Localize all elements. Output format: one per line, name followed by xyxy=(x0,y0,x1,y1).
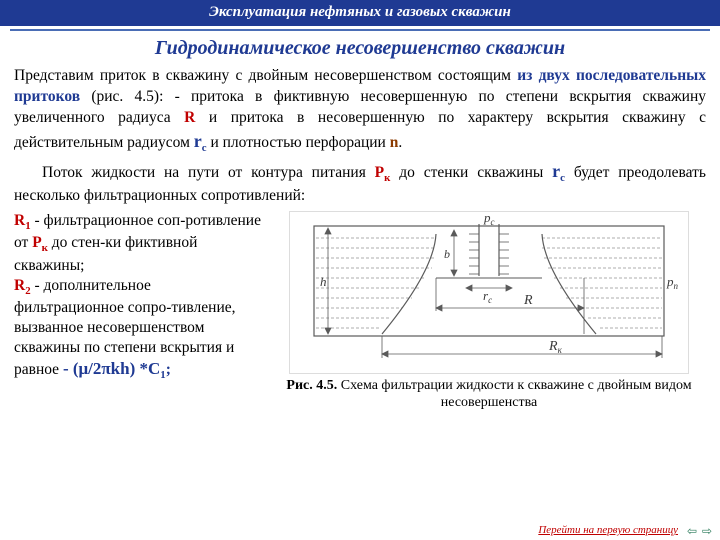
label-h: h xyxy=(320,274,327,289)
nav-arrows: ⇦ ⇨ xyxy=(685,524,714,538)
figure-caption: Рис. 4.5. Схема фильтрации жидкости к ск… xyxy=(272,378,706,412)
next-arrow-icon[interactable]: ⇨ xyxy=(700,524,714,538)
prev-arrow-icon[interactable]: ⇦ xyxy=(685,524,699,538)
page-subtitle: Гидродинамическое несовершенство скважин xyxy=(0,37,720,60)
content-block: Представим приток в скважину с двойным н… xyxy=(0,66,720,207)
right-column: rс R Rк xyxy=(272,211,706,412)
label-pn: pп xyxy=(666,274,679,291)
label-rc: rс xyxy=(483,288,492,305)
figure-4-5: rс R Rк xyxy=(289,211,689,374)
header-title: Эксплуатация нефтяных и газовых скважин xyxy=(209,4,511,20)
paragraph-1: Представим приток в скважину с двойным н… xyxy=(14,66,706,155)
left-column: R1 - фильтрационное соп-ротивление от Рк… xyxy=(14,211,264,382)
paragraph-2: Поток жидкости на пути от контура питани… xyxy=(14,159,706,207)
label-R: R xyxy=(523,293,533,308)
columns: R1 - фильтрационное соп-ротивление от Рк… xyxy=(0,211,720,412)
header-bar: Эксплуатация нефтяных и газовых скважин xyxy=(0,0,720,26)
first-page-link[interactable]: Перейти на первую страницу xyxy=(538,524,678,536)
label-b: b xyxy=(444,247,450,261)
label-Rk: Rк xyxy=(548,339,563,355)
label-pc: pс xyxy=(483,216,495,227)
divider-line xyxy=(10,29,710,31)
diagram-svg: rс R Rк xyxy=(294,216,684,366)
